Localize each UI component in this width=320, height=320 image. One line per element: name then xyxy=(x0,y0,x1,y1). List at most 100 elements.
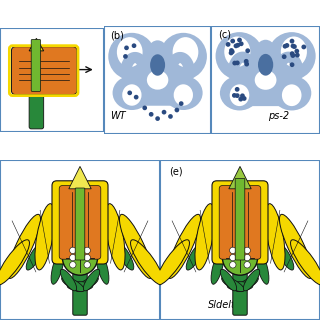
Ellipse shape xyxy=(255,70,276,90)
Circle shape xyxy=(230,247,236,253)
Ellipse shape xyxy=(164,76,203,110)
Circle shape xyxy=(234,44,238,48)
Ellipse shape xyxy=(222,277,244,292)
Circle shape xyxy=(84,254,91,261)
Circle shape xyxy=(235,60,240,65)
Ellipse shape xyxy=(224,36,250,67)
Circle shape xyxy=(62,240,98,275)
Ellipse shape xyxy=(143,40,172,94)
Circle shape xyxy=(291,53,295,58)
FancyBboxPatch shape xyxy=(235,179,245,260)
Circle shape xyxy=(237,37,242,42)
Text: (c): (c) xyxy=(218,30,231,40)
Ellipse shape xyxy=(243,269,260,291)
Ellipse shape xyxy=(26,242,44,270)
FancyBboxPatch shape xyxy=(138,52,177,106)
Ellipse shape xyxy=(160,33,207,80)
Ellipse shape xyxy=(105,204,125,270)
Ellipse shape xyxy=(227,282,253,291)
Circle shape xyxy=(283,44,287,49)
Ellipse shape xyxy=(172,37,198,67)
Circle shape xyxy=(284,43,289,48)
Circle shape xyxy=(162,110,166,115)
Ellipse shape xyxy=(250,40,281,94)
Circle shape xyxy=(238,256,242,260)
Circle shape xyxy=(235,87,240,92)
Circle shape xyxy=(70,262,76,268)
FancyBboxPatch shape xyxy=(219,186,261,259)
Ellipse shape xyxy=(291,240,320,285)
Ellipse shape xyxy=(265,204,285,270)
Circle shape xyxy=(229,48,234,53)
FancyBboxPatch shape xyxy=(211,26,320,134)
Polygon shape xyxy=(229,166,251,189)
Ellipse shape xyxy=(76,277,98,292)
FancyBboxPatch shape xyxy=(233,270,247,315)
Ellipse shape xyxy=(186,242,204,270)
Circle shape xyxy=(230,49,235,54)
Ellipse shape xyxy=(7,214,41,278)
Ellipse shape xyxy=(230,84,249,106)
Circle shape xyxy=(290,51,295,56)
Circle shape xyxy=(291,44,295,48)
Ellipse shape xyxy=(122,84,141,106)
Ellipse shape xyxy=(167,214,201,278)
Ellipse shape xyxy=(282,84,301,106)
Ellipse shape xyxy=(268,32,316,80)
Circle shape xyxy=(244,247,250,253)
Ellipse shape xyxy=(220,269,237,291)
FancyBboxPatch shape xyxy=(160,160,320,320)
FancyBboxPatch shape xyxy=(73,270,87,315)
Circle shape xyxy=(155,116,160,121)
FancyBboxPatch shape xyxy=(29,78,44,129)
Circle shape xyxy=(222,240,258,275)
Ellipse shape xyxy=(276,242,294,270)
Ellipse shape xyxy=(272,76,311,110)
Circle shape xyxy=(132,43,136,48)
Circle shape xyxy=(238,97,243,101)
FancyBboxPatch shape xyxy=(212,181,268,264)
Ellipse shape xyxy=(279,214,313,278)
Circle shape xyxy=(236,43,240,48)
Text: ps-2: ps-2 xyxy=(268,111,289,121)
Text: Sldelta: Sldelta xyxy=(208,300,242,310)
Circle shape xyxy=(226,42,230,47)
Circle shape xyxy=(282,54,286,59)
Ellipse shape xyxy=(150,54,165,76)
Circle shape xyxy=(179,101,184,106)
Circle shape xyxy=(290,39,294,44)
Circle shape xyxy=(244,262,250,268)
Ellipse shape xyxy=(113,76,151,110)
Circle shape xyxy=(174,108,179,112)
Ellipse shape xyxy=(96,250,109,284)
Ellipse shape xyxy=(117,37,143,67)
Ellipse shape xyxy=(85,192,100,256)
FancyBboxPatch shape xyxy=(52,181,108,264)
FancyBboxPatch shape xyxy=(0,28,104,132)
Ellipse shape xyxy=(220,76,259,110)
Circle shape xyxy=(230,262,236,268)
FancyBboxPatch shape xyxy=(0,160,160,320)
Ellipse shape xyxy=(195,204,215,270)
Circle shape xyxy=(295,53,300,58)
Circle shape xyxy=(301,44,306,49)
FancyBboxPatch shape xyxy=(104,26,211,134)
Text: (e): (e) xyxy=(170,166,183,176)
Circle shape xyxy=(240,93,245,98)
Ellipse shape xyxy=(51,250,64,284)
Circle shape xyxy=(294,49,299,53)
Circle shape xyxy=(123,54,128,59)
Ellipse shape xyxy=(174,84,193,106)
Circle shape xyxy=(78,256,82,260)
Circle shape xyxy=(230,254,236,261)
Circle shape xyxy=(127,91,132,95)
Ellipse shape xyxy=(62,277,84,292)
Ellipse shape xyxy=(67,282,93,291)
Circle shape xyxy=(84,247,91,253)
Circle shape xyxy=(235,93,240,98)
Circle shape xyxy=(244,254,250,261)
Ellipse shape xyxy=(35,204,55,270)
Ellipse shape xyxy=(281,36,307,67)
Circle shape xyxy=(149,112,154,117)
FancyBboxPatch shape xyxy=(59,186,101,259)
